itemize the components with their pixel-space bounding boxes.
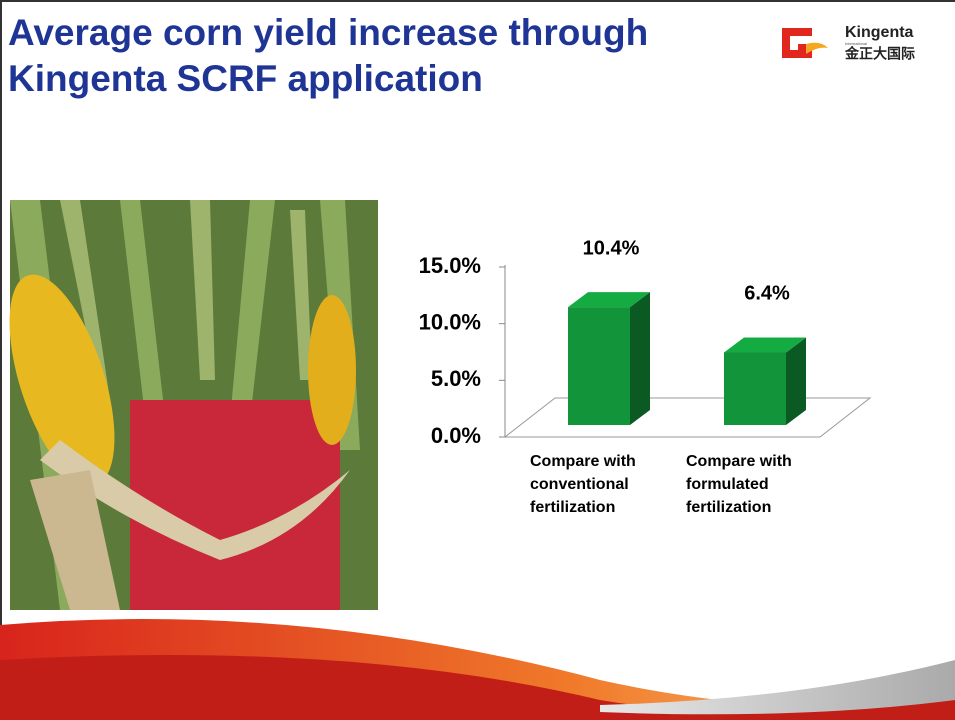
value-label: 10.4% <box>583 237 640 259</box>
bar-top <box>568 292 650 308</box>
slide-title: Average corn yield increase through King… <box>8 12 649 99</box>
swoosh <box>0 619 955 720</box>
bar-side <box>630 292 650 425</box>
logo-sub: International <box>845 41 867 46</box>
x-tick-label: Compare with formulated fertilization <box>686 453 792 516</box>
x-tick-label: Compare with conventional fertilization <box>530 453 636 516</box>
value-label: 6.4% <box>744 283 790 305</box>
logo-name: Kingenta <box>845 24 914 41</box>
bar-top <box>724 337 806 353</box>
photo <box>9 200 378 610</box>
chart-floor <box>503 397 872 438</box>
y-tick-label: 15.0% <box>419 253 481 278</box>
logo: Kingenta International 金正大国际 <box>782 24 915 62</box>
logo-cn: 金正大国际 <box>844 46 915 62</box>
bar <box>568 307 630 425</box>
bar-side <box>786 337 806 425</box>
y-tick-label: 0.0% <box>431 423 481 448</box>
bar <box>724 352 786 425</box>
y-tick-label: 10.0% <box>419 309 481 334</box>
y-tick-label: 5.0% <box>431 366 481 391</box>
